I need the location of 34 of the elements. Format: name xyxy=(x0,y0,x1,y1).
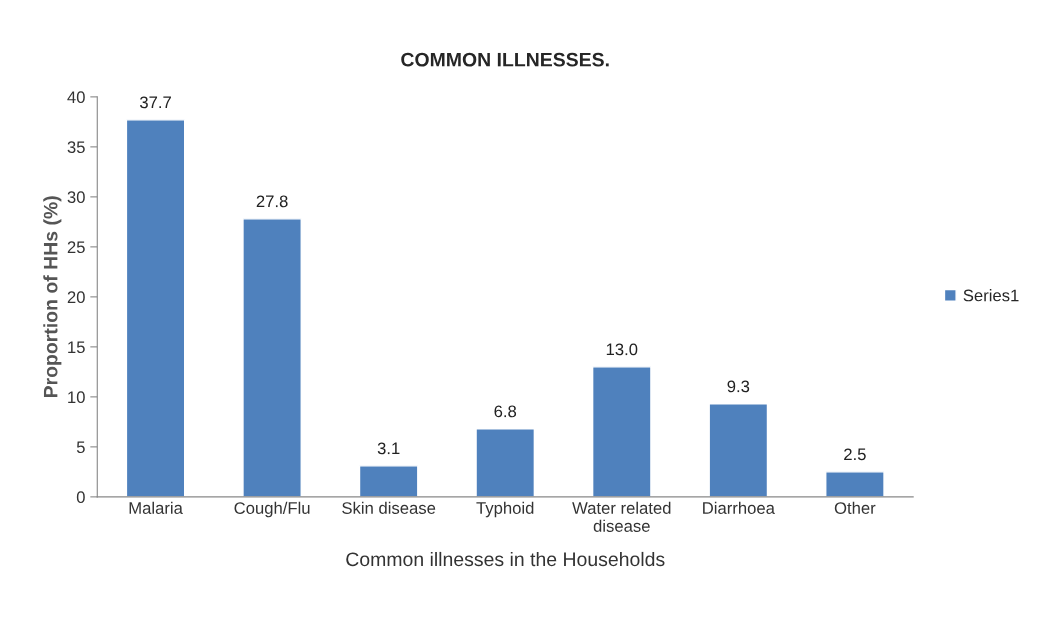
x-tick-label: Other xyxy=(834,501,876,514)
x-tick-label: Cough/Flu xyxy=(234,501,310,518)
data-label: 9.3 xyxy=(727,380,750,393)
bar xyxy=(242,218,302,497)
bar xyxy=(708,403,769,497)
y-tick-label: 40 xyxy=(67,91,85,104)
y-tick-label: 35 xyxy=(67,141,85,154)
data-label: 6.8 xyxy=(494,405,517,418)
y-tick-label: 15 xyxy=(68,341,85,354)
y-tick-label: 10 xyxy=(68,391,85,404)
data-label: 37.7 xyxy=(139,96,171,109)
x-tick-label: Typhoid xyxy=(476,501,534,518)
data-label: 2.5 xyxy=(844,448,866,461)
y-tick-label: 25 xyxy=(67,241,85,254)
x-tick-label: Water related disease xyxy=(572,501,671,532)
bar xyxy=(591,366,652,497)
bar xyxy=(358,465,419,497)
data-label: 3.1 xyxy=(377,442,400,455)
bar xyxy=(825,471,885,497)
chart-title: COMMON ILLNESSES. xyxy=(401,52,609,67)
x-axis-title: Common illnesses in the Households xyxy=(346,551,665,567)
y-tick-label: 0 xyxy=(76,491,85,504)
y-tick-label: 5 xyxy=(76,441,85,454)
x-tick-label: Skin disease xyxy=(342,501,436,514)
x-tick-label: Diarrhoea xyxy=(703,501,775,514)
y-axis-title: Proportion of HHs (%) xyxy=(43,196,62,398)
bar xyxy=(475,428,536,497)
y-tick-label: 20 xyxy=(67,291,85,304)
data-label: 27.8 xyxy=(256,195,288,208)
x-tick-label: Malaria xyxy=(129,501,183,514)
bar xyxy=(125,119,186,497)
y-tick-label: 30 xyxy=(67,191,85,204)
legend-label: Series1 xyxy=(963,289,1019,302)
data-label: 13.0 xyxy=(606,343,638,356)
